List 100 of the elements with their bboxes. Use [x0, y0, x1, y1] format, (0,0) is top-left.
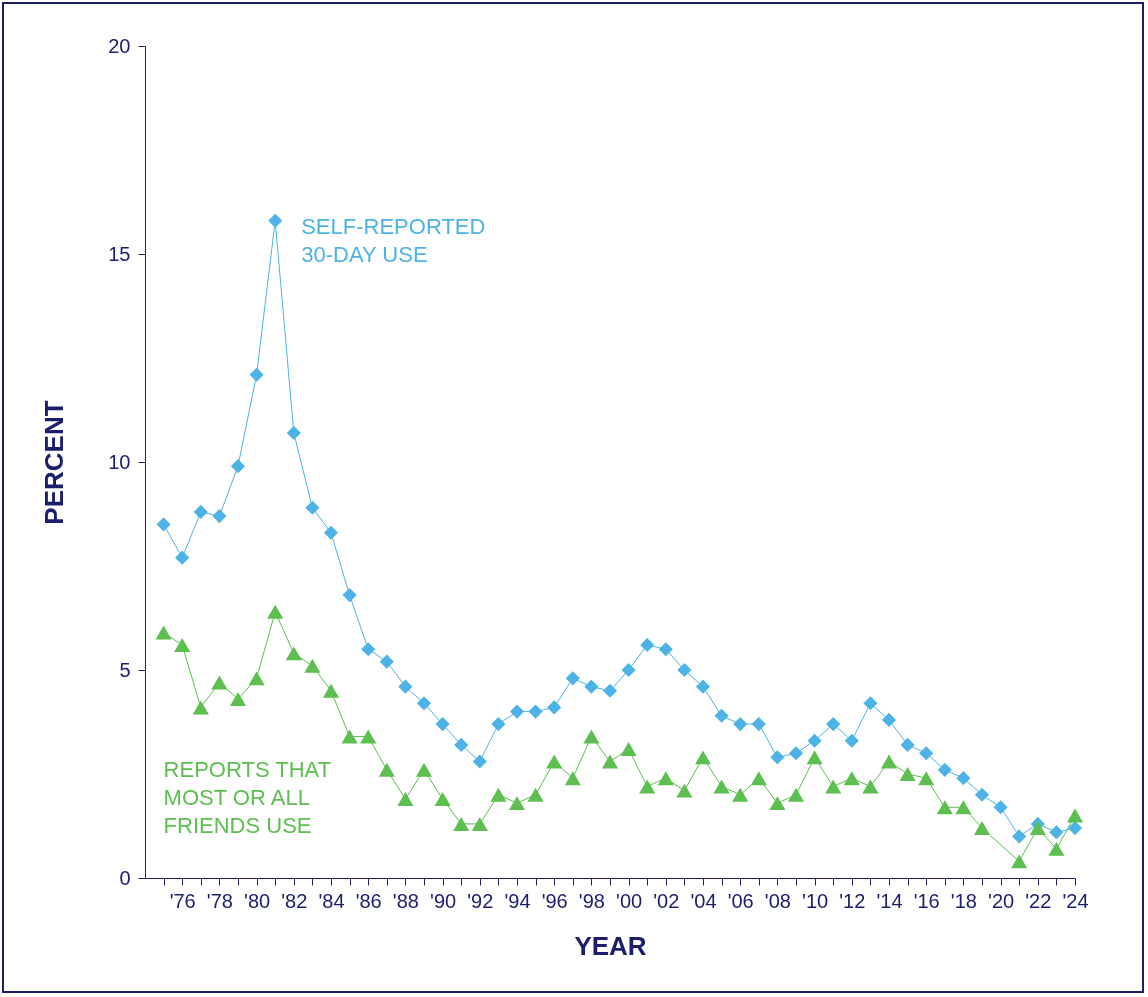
point	[770, 750, 785, 765]
point	[471, 816, 488, 831]
series-label: SELF-REPORTED 30-DAY USE	[301, 213, 486, 267]
point	[323, 525, 339, 540]
point	[1067, 821, 1083, 836]
point	[360, 729, 377, 744]
point	[881, 712, 897, 727]
point	[156, 517, 171, 532]
point	[769, 796, 786, 811]
x-tick-label: '18	[950, 889, 977, 912]
point	[787, 787, 805, 802]
point	[547, 700, 562, 715]
point	[676, 783, 693, 798]
point	[416, 696, 432, 711]
series-label: REPORTS THAT MOST OR ALL FRIENDS USE	[163, 757, 332, 838]
point	[621, 662, 636, 678]
point	[248, 671, 265, 686]
point	[268, 213, 283, 228]
point	[918, 771, 935, 786]
y-tick-label: 5	[119, 658, 131, 681]
point	[285, 646, 302, 661]
x-tick-label: '92	[467, 889, 494, 912]
point	[491, 717, 506, 732]
point	[806, 750, 823, 765]
x-tick-label: '86	[355, 889, 382, 912]
point	[229, 692, 247, 707]
point	[732, 787, 749, 802]
point	[583, 729, 600, 744]
point	[602, 683, 618, 698]
point	[565, 671, 580, 686]
point	[230, 459, 246, 474]
x-tick-label: '78	[206, 889, 233, 912]
point	[900, 737, 915, 752]
point	[955, 800, 972, 815]
point	[657, 771, 674, 786]
point	[341, 729, 358, 744]
point	[862, 779, 879, 794]
point	[378, 762, 395, 777]
x-tick-label: '12	[839, 889, 866, 912]
point	[733, 717, 748, 732]
point	[527, 787, 544, 802]
point	[1049, 825, 1064, 840]
x-tick-label: '14	[876, 889, 903, 912]
x-tick-label: '88	[392, 889, 419, 912]
x-tick-label: '80	[244, 889, 271, 912]
x-tick-label: '94	[504, 889, 531, 912]
x-tick-label: '16	[913, 889, 940, 912]
y-tick-label: 20	[108, 34, 131, 57]
point	[415, 762, 433, 777]
x-tick-label: '84	[318, 889, 345, 912]
point	[1012, 829, 1027, 844]
point	[434, 791, 451, 806]
point	[899, 767, 916, 781]
point	[695, 679, 711, 694]
x-tick-label: '90	[430, 889, 457, 912]
point	[322, 683, 340, 698]
point	[584, 679, 599, 694]
point	[825, 779, 842, 794]
point	[880, 754, 898, 769]
x-tick-label: '76	[169, 889, 196, 912]
point	[956, 771, 971, 786]
point	[379, 654, 394, 669]
point	[528, 704, 543, 719]
x-tick-label: '10	[802, 889, 829, 912]
point	[658, 642, 673, 657]
point	[490, 787, 507, 802]
point	[974, 787, 990, 802]
point	[546, 754, 563, 769]
x-tick-label: '04	[690, 889, 717, 912]
y-axis-title: PERCENT	[39, 400, 70, 525]
point	[174, 638, 191, 653]
point	[620, 742, 637, 757]
x-axis-title: YEAR	[574, 930, 647, 961]
point	[807, 733, 822, 748]
y-tick-label: 10	[108, 450, 131, 473]
x-tick-label: '06	[727, 889, 754, 912]
point	[863, 696, 878, 711]
point	[509, 704, 525, 719]
point	[454, 737, 469, 752]
point	[211, 675, 228, 690]
point	[826, 717, 841, 732]
point	[155, 625, 172, 640]
point	[305, 500, 320, 515]
x-tick-label: '22	[1025, 889, 1052, 912]
y-tick-label: 0	[119, 866, 131, 889]
point	[1048, 841, 1065, 856]
point	[397, 791, 414, 806]
point	[1029, 821, 1046, 836]
x-tick-label: '24	[1062, 889, 1089, 912]
point	[694, 750, 712, 765]
point	[919, 746, 934, 761]
point	[714, 708, 729, 723]
point	[751, 717, 766, 732]
point	[973, 821, 991, 836]
point	[937, 762, 952, 777]
point	[453, 816, 470, 831]
point	[1066, 808, 1084, 823]
point	[1011, 854, 1028, 869]
point	[640, 637, 655, 653]
point	[472, 754, 487, 769]
